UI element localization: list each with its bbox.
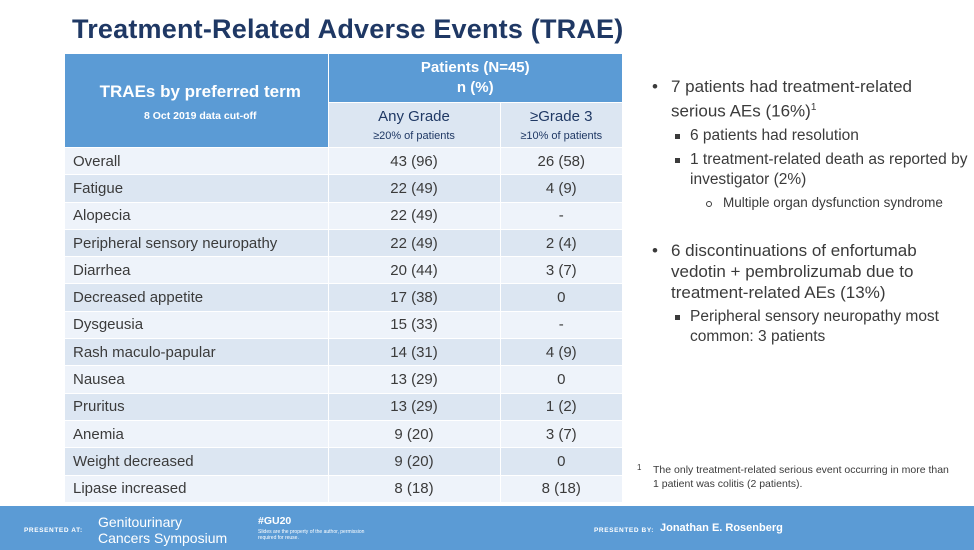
term-cell: Diarrhea xyxy=(65,256,328,284)
any-grade-cell: 22 (49) xyxy=(327,228,500,257)
bullet-neuropathy: Peripheral sensory neuropathy most commo… xyxy=(652,307,970,347)
grade3-cell: 8 (18) xyxy=(499,474,623,502)
table-row: Overall 43 (96) 26 (58) xyxy=(65,146,623,175)
any-grade-cell: 8 (18) xyxy=(327,474,500,502)
term-cell: Lipase increased xyxy=(65,474,328,502)
term-cell: Peripheral sensory neuropathy xyxy=(65,228,328,257)
presented-at-label: PRESENTED AT: xyxy=(24,527,83,534)
term-cell: Decreased appetite xyxy=(65,283,328,312)
any-grade-cell: 9 (20) xyxy=(327,419,500,448)
term-cell: Fatigue xyxy=(65,174,328,203)
any-grade-header: Any Grade ≥20% of patients xyxy=(328,102,500,148)
bullet-list: • 7 patients had treatment-related seriou… xyxy=(652,76,970,347)
table-row: Peripheral sensory neuropathy 22 (49) 2 (4… xyxy=(65,228,623,257)
table-row: Nausea 13 (29) 0 xyxy=(65,365,623,394)
any-grade-cell: 43 (96) xyxy=(327,146,500,175)
footer-bar: PRESENTED AT: Genitourinary Cancers Symp… xyxy=(0,506,974,550)
any-grade-cell: 22 (49) xyxy=(327,174,500,203)
term-cell: Dysgeusia xyxy=(65,310,328,339)
table-row: Decreased appetite 17 (38) 0 xyxy=(65,283,623,312)
grade3-cell: 1 (2) xyxy=(499,392,623,421)
slide-title: Treatment-Related Adverse Events (TRAE) xyxy=(72,14,624,44)
presented-by-label: PRESENTED BY: xyxy=(594,527,655,534)
grade3-cell: 0 xyxy=(499,365,623,394)
term-cell: Pruritus xyxy=(65,392,328,421)
presenter-name: Jonathan E. Rosenberg xyxy=(660,522,783,534)
any-grade-cell: 15 (33) xyxy=(327,310,500,339)
symposium-logo: Genitourinary Cancers Symposium xyxy=(98,514,228,546)
table-row: Diarrhea 20 (44) 3 (7) xyxy=(65,256,623,284)
table-row: Weight decreased 9 (20) 0 xyxy=(65,447,623,476)
any-grade-cell: 9 (20) xyxy=(327,447,500,476)
bullet-death: 1 treatment-related death as reported by… xyxy=(652,150,970,190)
grade3-cell: 26 (58) xyxy=(499,146,623,175)
grade3-cell: 3 (7) xyxy=(499,256,623,284)
term-header-cell: TRAEs by preferred term 8 Oct 2019 data … xyxy=(65,54,329,148)
grade3-cell: 0 xyxy=(499,283,623,312)
any-grade-cell: 13 (29) xyxy=(327,392,500,421)
bullet-organ-dysfunction: Multiple organ dysfunction syndrome xyxy=(652,194,970,212)
table-row: Alopecia 22 (49) - xyxy=(65,201,623,230)
grade3-cell: 4 (9) xyxy=(499,174,623,203)
grade3-cell: - xyxy=(499,201,623,230)
table-row: Dysgeusia 15 (33) - xyxy=(65,310,623,339)
grade3-header: ≥Grade 3 ≥10% of patients xyxy=(499,102,623,148)
term-cell: Rash maculo-papular xyxy=(65,338,328,366)
footnote: 1 The only treatment-related serious eve… xyxy=(637,463,949,490)
any-grade-cell: 20 (44) xyxy=(327,256,500,284)
term-cell: Alopecia xyxy=(65,201,328,230)
term-cell: Anemia xyxy=(65,419,328,448)
grade3-cell: 4 (9) xyxy=(499,338,623,366)
bullet-serious-aes: • 7 patients had treatment-related seriou… xyxy=(652,77,912,121)
any-grade-cell: 22 (49) xyxy=(327,201,500,230)
table-row: Pruritus 13 (29) 1 (2) xyxy=(65,392,623,421)
patients-header: Patients (N=45) n (%) xyxy=(328,54,623,103)
cutoff-label: 8 Oct 2019 data cut-off xyxy=(143,110,257,122)
grade3-cell: 0 xyxy=(499,447,623,476)
grade3-cell: - xyxy=(499,310,623,339)
any-grade-cell: 13 (29) xyxy=(327,365,500,394)
grade3-cell: 2 (4) xyxy=(499,228,623,257)
term-cell: Overall xyxy=(65,146,328,175)
term-cell: Nausea xyxy=(65,365,328,394)
table-row: Lipase increased 8 (18) 8 (18) xyxy=(65,474,623,502)
term-header: TRAEs by preferred term xyxy=(99,82,301,101)
grade3-cell: 3 (7) xyxy=(499,419,623,448)
bullet-discontinuations: • 6 discontinuations of enfortumab vedoti… xyxy=(652,240,917,302)
trae-table: TRAEs by preferred term 8 Oct 2019 data … xyxy=(65,54,623,502)
table-row: Fatigue 22 (49) 4 (9) xyxy=(65,174,623,203)
table-row: Anemia 9 (20) 3 (7) xyxy=(65,419,623,448)
bullet-resolution: 6 patients had resolution xyxy=(652,126,970,146)
table-row: Rash maculo-papular 14 (31) 4 (9) xyxy=(65,338,623,366)
hashtag: #GU20 xyxy=(258,515,292,527)
term-cell: Weight decreased xyxy=(65,447,328,476)
any-grade-cell: 17 (38) xyxy=(327,283,500,312)
any-grade-cell: 14 (31) xyxy=(327,338,500,366)
slides-note: Slides are the property of the author, p… xyxy=(258,529,365,541)
